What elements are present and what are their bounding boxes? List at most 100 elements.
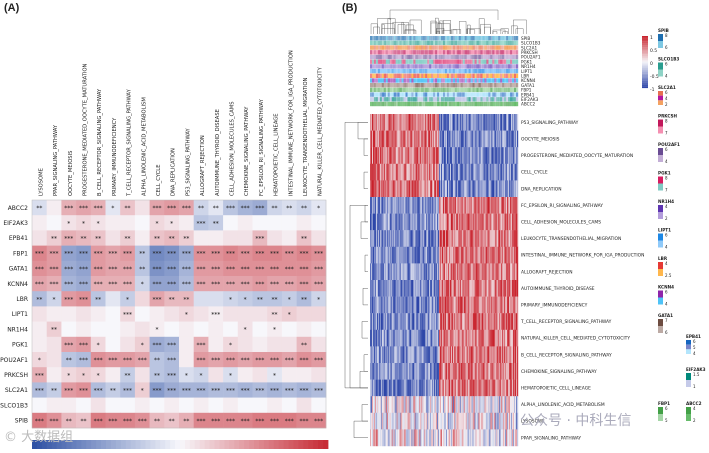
heatmap-cell bbox=[410, 313, 412, 330]
annotation-cell bbox=[494, 73, 497, 78]
heatmap-cell bbox=[385, 346, 387, 364]
gene-legend-title: SPIB bbox=[658, 28, 669, 33]
heatmap-cell bbox=[515, 346, 517, 364]
heatmap-cell bbox=[436, 329, 438, 347]
heatmap-cell bbox=[454, 246, 457, 264]
heatmap-cell bbox=[386, 163, 388, 181]
heatmap-cell bbox=[370, 114, 373, 131]
heatmap-cell bbox=[388, 130, 390, 148]
heatmap-cell bbox=[484, 230, 486, 247]
heatmap-cell bbox=[377, 280, 380, 297]
annotation-cell bbox=[506, 92, 509, 97]
annotation-cell bbox=[498, 97, 501, 102]
heatmap-cell bbox=[371, 213, 374, 231]
heatmap-cell bbox=[436, 163, 438, 181]
annotation-cell bbox=[403, 73, 406, 78]
colorbar-segment bbox=[229, 440, 235, 450]
significance-label: * bbox=[288, 312, 291, 319]
heatmap-cell bbox=[444, 147, 446, 164]
legend-tick-label: 0.5 bbox=[650, 48, 657, 54]
heatmap-cell bbox=[393, 396, 395, 413]
heatmap-cell bbox=[477, 213, 479, 231]
heatmap-cell bbox=[489, 346, 491, 364]
heatmap-cell bbox=[412, 379, 414, 397]
heatmap-cell bbox=[505, 280, 507, 297]
heatmap-cell bbox=[470, 163, 472, 181]
column-dendrogram-branch bbox=[467, 28, 481, 34]
annotation-cell bbox=[466, 73, 469, 78]
heatmap-cell bbox=[469, 246, 471, 264]
heatmap-cell bbox=[395, 396, 397, 413]
heatmap-cell bbox=[394, 213, 396, 231]
heatmap-cell bbox=[468, 379, 470, 397]
heatmap-cell bbox=[373, 213, 376, 231]
annotation-track-label: LBR bbox=[521, 74, 529, 79]
heatmap-cell bbox=[448, 263, 451, 281]
heatmap-cell bbox=[467, 263, 469, 281]
heatmap-cell bbox=[514, 280, 516, 297]
heatmap-cell bbox=[467, 429, 469, 447]
heatmap-cell bbox=[456, 197, 459, 214]
annotation-cell bbox=[385, 73, 388, 78]
heatmap-cell bbox=[469, 379, 471, 397]
gene-legend-swatch bbox=[658, 41, 663, 48]
heatmap-cell bbox=[412, 280, 414, 297]
heatmap-cell bbox=[372, 246, 375, 264]
annotation-cell bbox=[381, 40, 385, 46]
heatmap-cell bbox=[389, 230, 391, 247]
heatmap-cell bbox=[376, 163, 379, 181]
heatmap-cell bbox=[393, 180, 395, 198]
heatmap-cell bbox=[513, 130, 515, 148]
heatmap-cell bbox=[414, 313, 416, 330]
heatmap-cell bbox=[472, 329, 474, 347]
heatmap-cell bbox=[402, 114, 404, 131]
heatmap-cell bbox=[453, 363, 456, 380]
heatmap-cell bbox=[252, 276, 268, 292]
heatmap-cell bbox=[462, 429, 464, 447]
heatmap-cell bbox=[484, 313, 486, 330]
heatmap-cell bbox=[408, 246, 410, 264]
heatmap-cell bbox=[433, 346, 435, 364]
heatmap-cell bbox=[383, 346, 385, 364]
heatmap-cell bbox=[472, 296, 474, 314]
annotation-cell bbox=[450, 54, 454, 60]
heatmap-cell bbox=[408, 346, 410, 364]
heatmap-cell bbox=[453, 346, 456, 364]
heatmap-cell bbox=[464, 246, 466, 264]
heatmap-cell bbox=[505, 147, 507, 164]
heatmap-cell bbox=[514, 163, 516, 181]
heatmap-cell bbox=[500, 180, 502, 198]
annotation-cell bbox=[401, 97, 404, 102]
annotation-cell bbox=[385, 36, 388, 41]
heatmap-cell bbox=[431, 114, 433, 131]
heatmap-cell bbox=[490, 379, 492, 397]
gene-legend-swatch bbox=[658, 319, 663, 326]
heatmap-cell bbox=[470, 263, 472, 281]
heatmap-cell bbox=[494, 412, 496, 430]
legend-segment bbox=[642, 65, 648, 68]
heatmap-cell bbox=[417, 130, 419, 148]
heatmap-cell bbox=[472, 396, 474, 413]
heatmap-cell bbox=[463, 329, 465, 347]
heatmap-cell bbox=[420, 363, 422, 380]
heatmap-cell bbox=[421, 246, 423, 264]
heatmap-cell bbox=[383, 180, 385, 198]
annotation-cell bbox=[474, 40, 477, 46]
heatmap-cell bbox=[494, 197, 496, 214]
heatmap-cell bbox=[407, 246, 409, 264]
annotation-cell bbox=[474, 83, 477, 88]
heatmap-cell bbox=[417, 313, 419, 330]
heatmap-cell bbox=[450, 263, 453, 281]
annotation-cell bbox=[514, 54, 517, 60]
heatmap-cell bbox=[490, 313, 492, 330]
heatmap-cell bbox=[421, 114, 423, 131]
annotation-cell bbox=[500, 83, 503, 88]
heatmap-cell bbox=[375, 412, 378, 430]
heatmap-cell bbox=[404, 346, 406, 364]
annotation-cell bbox=[484, 73, 487, 78]
annotation-cell bbox=[433, 97, 436, 102]
heatmap-cell bbox=[446, 412, 449, 430]
heatmap-cell bbox=[374, 246, 377, 264]
heatmap-cell bbox=[267, 397, 283, 414]
significance-label: *** bbox=[152, 342, 161, 349]
